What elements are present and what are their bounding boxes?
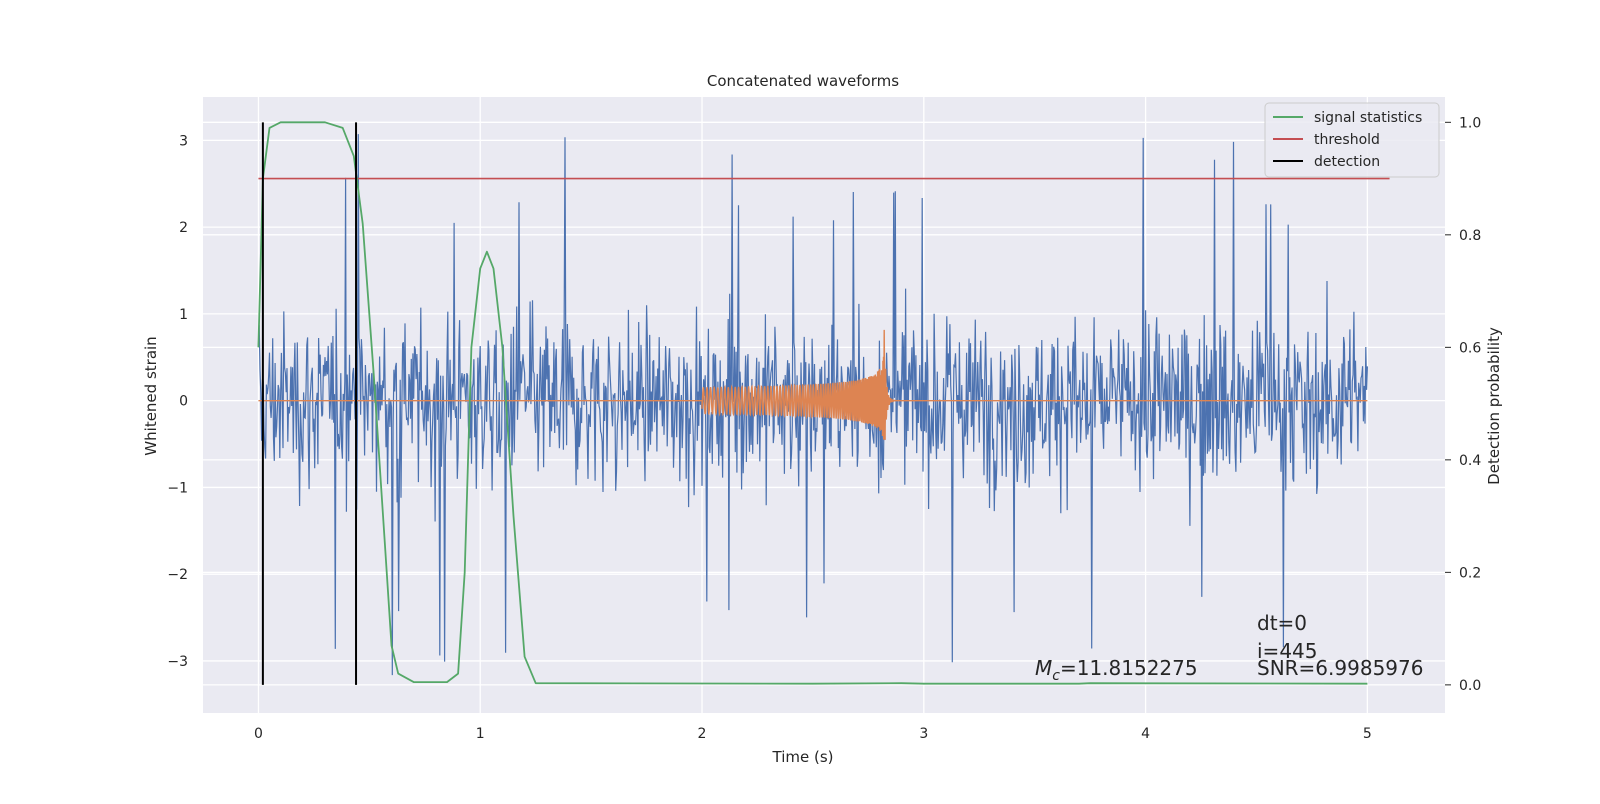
y-tick-label: −1 (167, 480, 188, 496)
y2-tick-label: 0.2 (1459, 565, 1481, 581)
x-tick-label: 1 (476, 726, 485, 742)
annotations: Mc=11.8152275 dt=0 i=445 SNR=6.9985976 (1035, 611, 1423, 684)
x-tick-label: 2 (698, 726, 707, 742)
legend-label-signal-statistics: signal statistics (1314, 110, 1422, 126)
snr-annotation: SNR=6.9985976 (1257, 656, 1423, 680)
chirp-mass-annotation: Mc=11.8152275 (1035, 656, 1198, 684)
y2-tick-label: 0.6 (1459, 340, 1481, 356)
template-line (258, 329, 1368, 441)
y-tick-label: 3 (179, 133, 188, 149)
legend-label-threshold: threshold (1314, 132, 1380, 148)
y-axis-label: Whitened strain (142, 336, 160, 455)
dt-annotation: dt=0 (1257, 611, 1307, 635)
chirp-mass-symbol: M (1035, 656, 1052, 680)
template-series (258, 329, 1368, 441)
y2-tick-label: 1.0 (1459, 115, 1481, 131)
signal-statistics-line (257, 121, 1368, 685)
chirp-mass-subscript: c (1052, 668, 1060, 684)
x-tick-label: 5 (1363, 726, 1372, 742)
y-tick-label: 0 (179, 394, 188, 410)
y2-tick-label: 0.4 (1459, 453, 1481, 469)
y-tick-label: −3 (167, 654, 188, 670)
index-annotation: i=445 (1257, 639, 1318, 663)
chirp-mass-value: =11.8152275 (1060, 656, 1198, 680)
legend: signal statistics threshold detection (1264, 102, 1440, 178)
axis-ticks: 0 1 2 3 4 5 −3 −2 −1 0 1 2 3 0.0 0.2 0.4 0.6 0.8 1.0 (167, 115, 1481, 742)
x-axis-label: Time (s) (772, 748, 834, 766)
x-tick-label: 0 (254, 726, 263, 742)
signal-statistics-series (257, 121, 1368, 685)
strain-line (257, 134, 1368, 676)
strain-series (257, 134, 1368, 676)
y2-tick-label: 0.0 (1459, 678, 1481, 694)
x-tick-label: 4 (1141, 726, 1150, 742)
y-tick-label: 1 (179, 307, 188, 323)
y-tick-label: −2 (167, 567, 188, 583)
y2-tick-label: 0.8 (1459, 228, 1481, 244)
y-tick-label: 2 (179, 220, 188, 236)
y2-axis-label: Detection probability (1485, 327, 1503, 485)
legend-box (1264, 102, 1440, 178)
x-tick-label: 3 (919, 726, 928, 742)
legend-label-detection: detection (1314, 154, 1380, 170)
chart-title: Concatenated waveforms (707, 72, 899, 90)
detection-series (261, 122, 358, 685)
